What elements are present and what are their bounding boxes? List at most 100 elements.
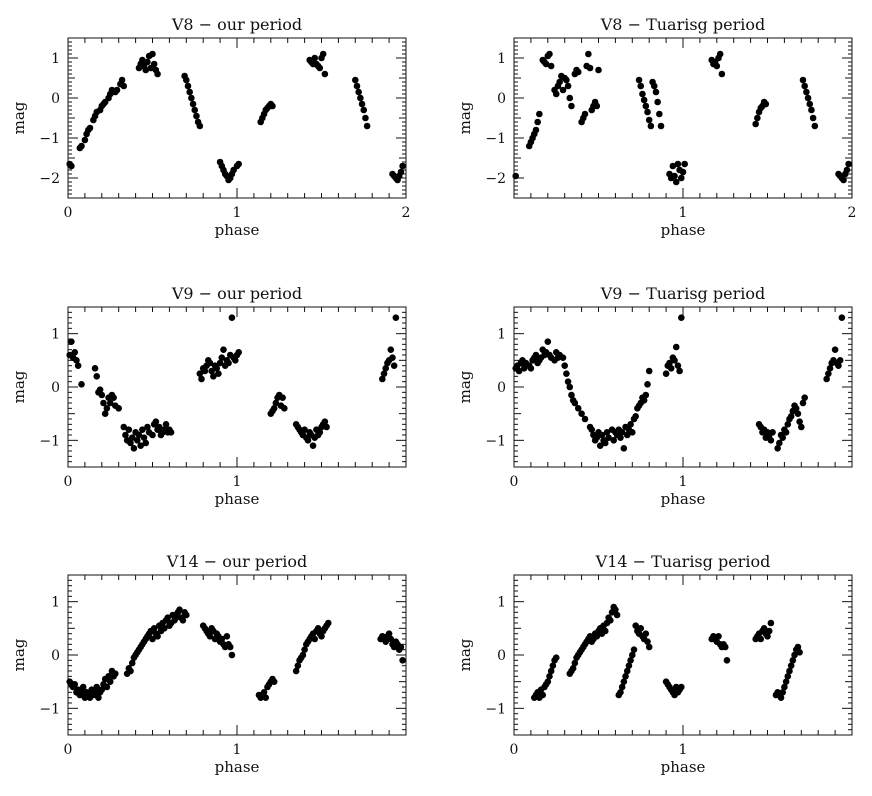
x-tick-label: 0	[64, 205, 73, 221]
data-point	[546, 673, 553, 680]
data-point	[789, 657, 797, 664]
data-point	[622, 673, 629, 680]
data-point	[68, 338, 75, 345]
data-point	[574, 68, 582, 76]
data-point	[120, 423, 128, 431]
data-point	[620, 445, 628, 452]
data-point	[128, 659, 136, 667]
data-point	[301, 646, 308, 653]
data-point	[564, 82, 572, 90]
panel-2: 1 2 −2 −1 0 1 V8 − Tuarisg period phase mag	[456, 15, 856, 239]
data-point	[598, 431, 606, 439]
data-point	[547, 62, 555, 70]
panel-title: V14 − Tuarisg period	[595, 552, 771, 571]
data-point	[835, 362, 842, 369]
data-point	[311, 635, 319, 643]
y-axis-label: mag	[456, 101, 474, 134]
y-tick-label: 1	[51, 595, 60, 611]
y-tick-label: −1	[485, 433, 506, 449]
data-point	[794, 410, 802, 417]
data-point	[779, 434, 787, 441]
data-point	[311, 54, 319, 62]
data-point	[512, 172, 519, 180]
x-tick-label: 0	[64, 474, 73, 490]
data-point	[632, 413, 639, 420]
data-point	[360, 106, 368, 114]
data-point	[270, 405, 278, 412]
data-point	[71, 349, 79, 356]
data-point	[352, 76, 359, 84]
data-point	[127, 667, 134, 675]
data-point	[93, 683, 101, 691]
data-point	[149, 431, 156, 439]
panel-6: 0 1 −1 0 1 V14 − Tuarisg period phase mag	[456, 552, 853, 776]
data-point	[183, 611, 190, 619]
plot-frame	[67, 306, 407, 468]
data-point	[91, 689, 99, 696]
y-axis-label: mag	[10, 370, 28, 403]
data-point	[754, 114, 761, 122]
data-point	[799, 399, 807, 407]
data-point	[547, 667, 555, 675]
data-point	[586, 64, 594, 72]
data-point	[571, 399, 579, 407]
data-point	[787, 413, 795, 420]
data-point	[272, 399, 280, 407]
data-point	[640, 397, 648, 404]
data-point	[774, 445, 781, 452]
data-point	[91, 365, 99, 372]
y-axis-label: mag	[456, 638, 474, 671]
data-point	[314, 625, 322, 632]
data-point	[561, 362, 568, 369]
y-tick-label: 0	[497, 91, 506, 107]
data-point	[757, 635, 765, 643]
data-point	[106, 399, 114, 407]
data-point	[767, 619, 775, 627]
data-point	[144, 423, 151, 431]
data-point	[309, 442, 317, 449]
data-point	[96, 386, 104, 393]
x-tick-label: 0	[64, 742, 73, 758]
panel-4: 0 1 −1 0 1 V9 − Tuarisg period phase mag	[456, 284, 853, 508]
data-point	[292, 667, 300, 675]
data-point	[806, 100, 814, 108]
data-point	[627, 421, 634, 428]
data-point	[544, 678, 552, 685]
data-point	[216, 359, 224, 367]
x-axis-label: phase	[661, 490, 706, 508]
data-point	[127, 439, 134, 447]
data-point	[823, 375, 830, 383]
data-point	[304, 437, 312, 444]
data-point	[581, 415, 589, 423]
data-point	[397, 643, 405, 651]
data-point	[794, 643, 802, 651]
data-point	[796, 649, 803, 656]
data-point	[777, 694, 785, 701]
data-point	[103, 683, 111, 691]
data-point	[262, 694, 270, 701]
data-point	[135, 431, 143, 439]
data-point	[279, 394, 286, 401]
y-tick-label: −1	[485, 131, 506, 147]
data-point	[559, 354, 567, 361]
data-point	[399, 162, 406, 170]
data-point	[574, 405, 582, 412]
data-point	[804, 94, 812, 102]
data-point	[196, 370, 204, 377]
data-point	[150, 625, 158, 632]
data-point	[301, 426, 308, 433]
data-point	[319, 50, 327, 58]
data-point	[125, 426, 133, 433]
data-point	[208, 367, 215, 375]
data-point	[358, 100, 366, 108]
data-point	[115, 405, 122, 412]
data-point	[78, 142, 85, 150]
panel-3: 0 1 −1 0 1 V9 − our period phase mag	[10, 284, 407, 508]
data-point	[379, 375, 386, 383]
data-point	[564, 378, 572, 385]
x-tick-label: 1	[679, 474, 688, 490]
data-point	[105, 673, 112, 680]
data-point	[595, 66, 602, 74]
data-point	[389, 354, 396, 361]
